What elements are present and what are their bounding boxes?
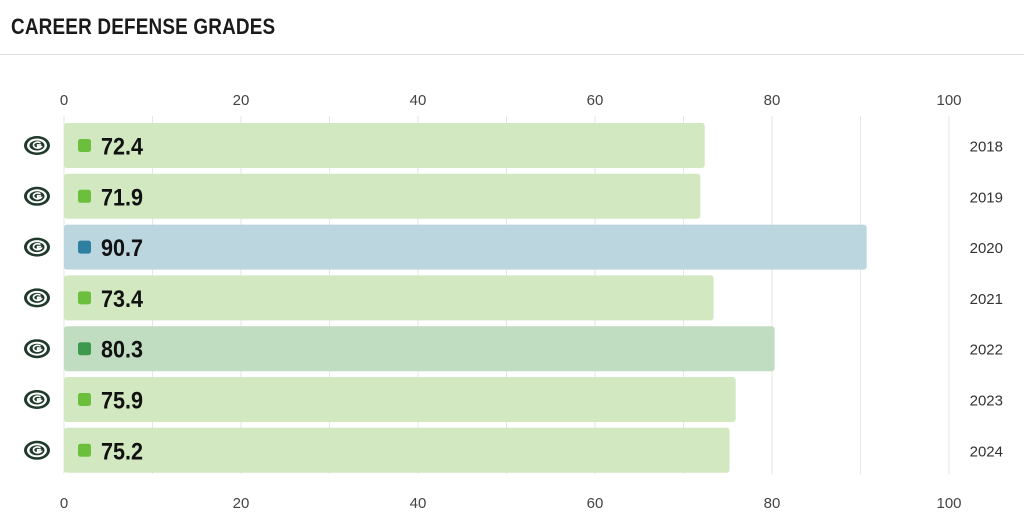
season-label: 2020 xyxy=(970,240,1003,257)
grade-row: 75.2 2024 xyxy=(24,427,1003,473)
grade-value-label: 71.9 xyxy=(101,184,143,211)
grade-value-label: 75.9 xyxy=(101,388,143,415)
x-tick-label-top: 80 xyxy=(764,92,781,109)
x-tick-label-top: 40 xyxy=(410,92,427,109)
grade-bar[interactable] xyxy=(64,275,714,321)
season-label: 2023 xyxy=(970,393,1003,410)
season-label: 2022 xyxy=(970,342,1003,359)
grade-row: 72.4 2018 xyxy=(24,123,1003,168)
grade-bar[interactable] xyxy=(64,377,736,422)
team-logo-icon xyxy=(24,186,50,206)
grade-value-label: 72.4 xyxy=(101,134,144,161)
grade-value-label: 90.7 xyxy=(101,235,143,262)
grade-value-label: 73.4 xyxy=(101,286,144,313)
grade-tier-marker xyxy=(78,240,91,254)
grade-value-label: 80.3 xyxy=(101,337,143,364)
grade-row: 80.3 2022 xyxy=(24,326,1003,372)
chart-header: CAREER DEFENSE GRADES xyxy=(0,0,1024,55)
grade-value-label: 75.2 xyxy=(101,438,143,465)
grade-row: 75.9 2023 xyxy=(24,377,1003,422)
x-tick-label-bottom: 80 xyxy=(764,495,781,512)
grade-tier-marker xyxy=(78,139,91,152)
grade-bar[interactable] xyxy=(64,427,730,473)
grade-row: 73.4 2021 xyxy=(24,275,1003,321)
team-logo-icon xyxy=(24,288,50,308)
team-logo-icon xyxy=(24,237,50,257)
team-logo-icon xyxy=(24,339,50,359)
x-tick-label-top: 0 xyxy=(60,92,68,109)
grade-row: 90.7 2020 xyxy=(24,224,1003,270)
x-tick-label-top: 60 xyxy=(587,92,604,109)
grade-bar[interactable] xyxy=(64,224,867,270)
season-label: 2024 xyxy=(970,443,1003,460)
grade-tier-marker xyxy=(78,393,91,406)
grade-bar[interactable] xyxy=(64,173,701,219)
x-tick-label-bottom: 20 xyxy=(233,495,250,512)
x-tick-label-top: 20 xyxy=(233,92,250,109)
x-tick-label-bottom: 0 xyxy=(60,495,68,512)
grade-tier-marker xyxy=(78,189,91,203)
team-logo-icon xyxy=(24,440,50,460)
chart-title: CAREER DEFENSE GRADES xyxy=(11,14,276,39)
team-logo-icon xyxy=(24,390,50,409)
season-label: 2018 xyxy=(970,139,1003,156)
x-tick-label-bottom: 60 xyxy=(587,495,604,512)
season-label: 2021 xyxy=(970,291,1003,308)
grade-bar[interactable] xyxy=(64,326,775,372)
grade-row: 71.9 2019 xyxy=(24,173,1003,219)
x-tick-label-top: 100 xyxy=(936,92,961,109)
grade-tier-marker xyxy=(78,342,91,356)
team-logo-icon xyxy=(24,136,50,155)
season-label: 2019 xyxy=(970,189,1003,206)
grade-bar[interactable] xyxy=(64,123,705,168)
x-tick-label-bottom: 40 xyxy=(410,495,427,512)
grade-tier-marker xyxy=(78,291,91,305)
grade-tier-marker xyxy=(78,443,91,457)
x-tick-label-bottom: 100 xyxy=(936,495,961,512)
